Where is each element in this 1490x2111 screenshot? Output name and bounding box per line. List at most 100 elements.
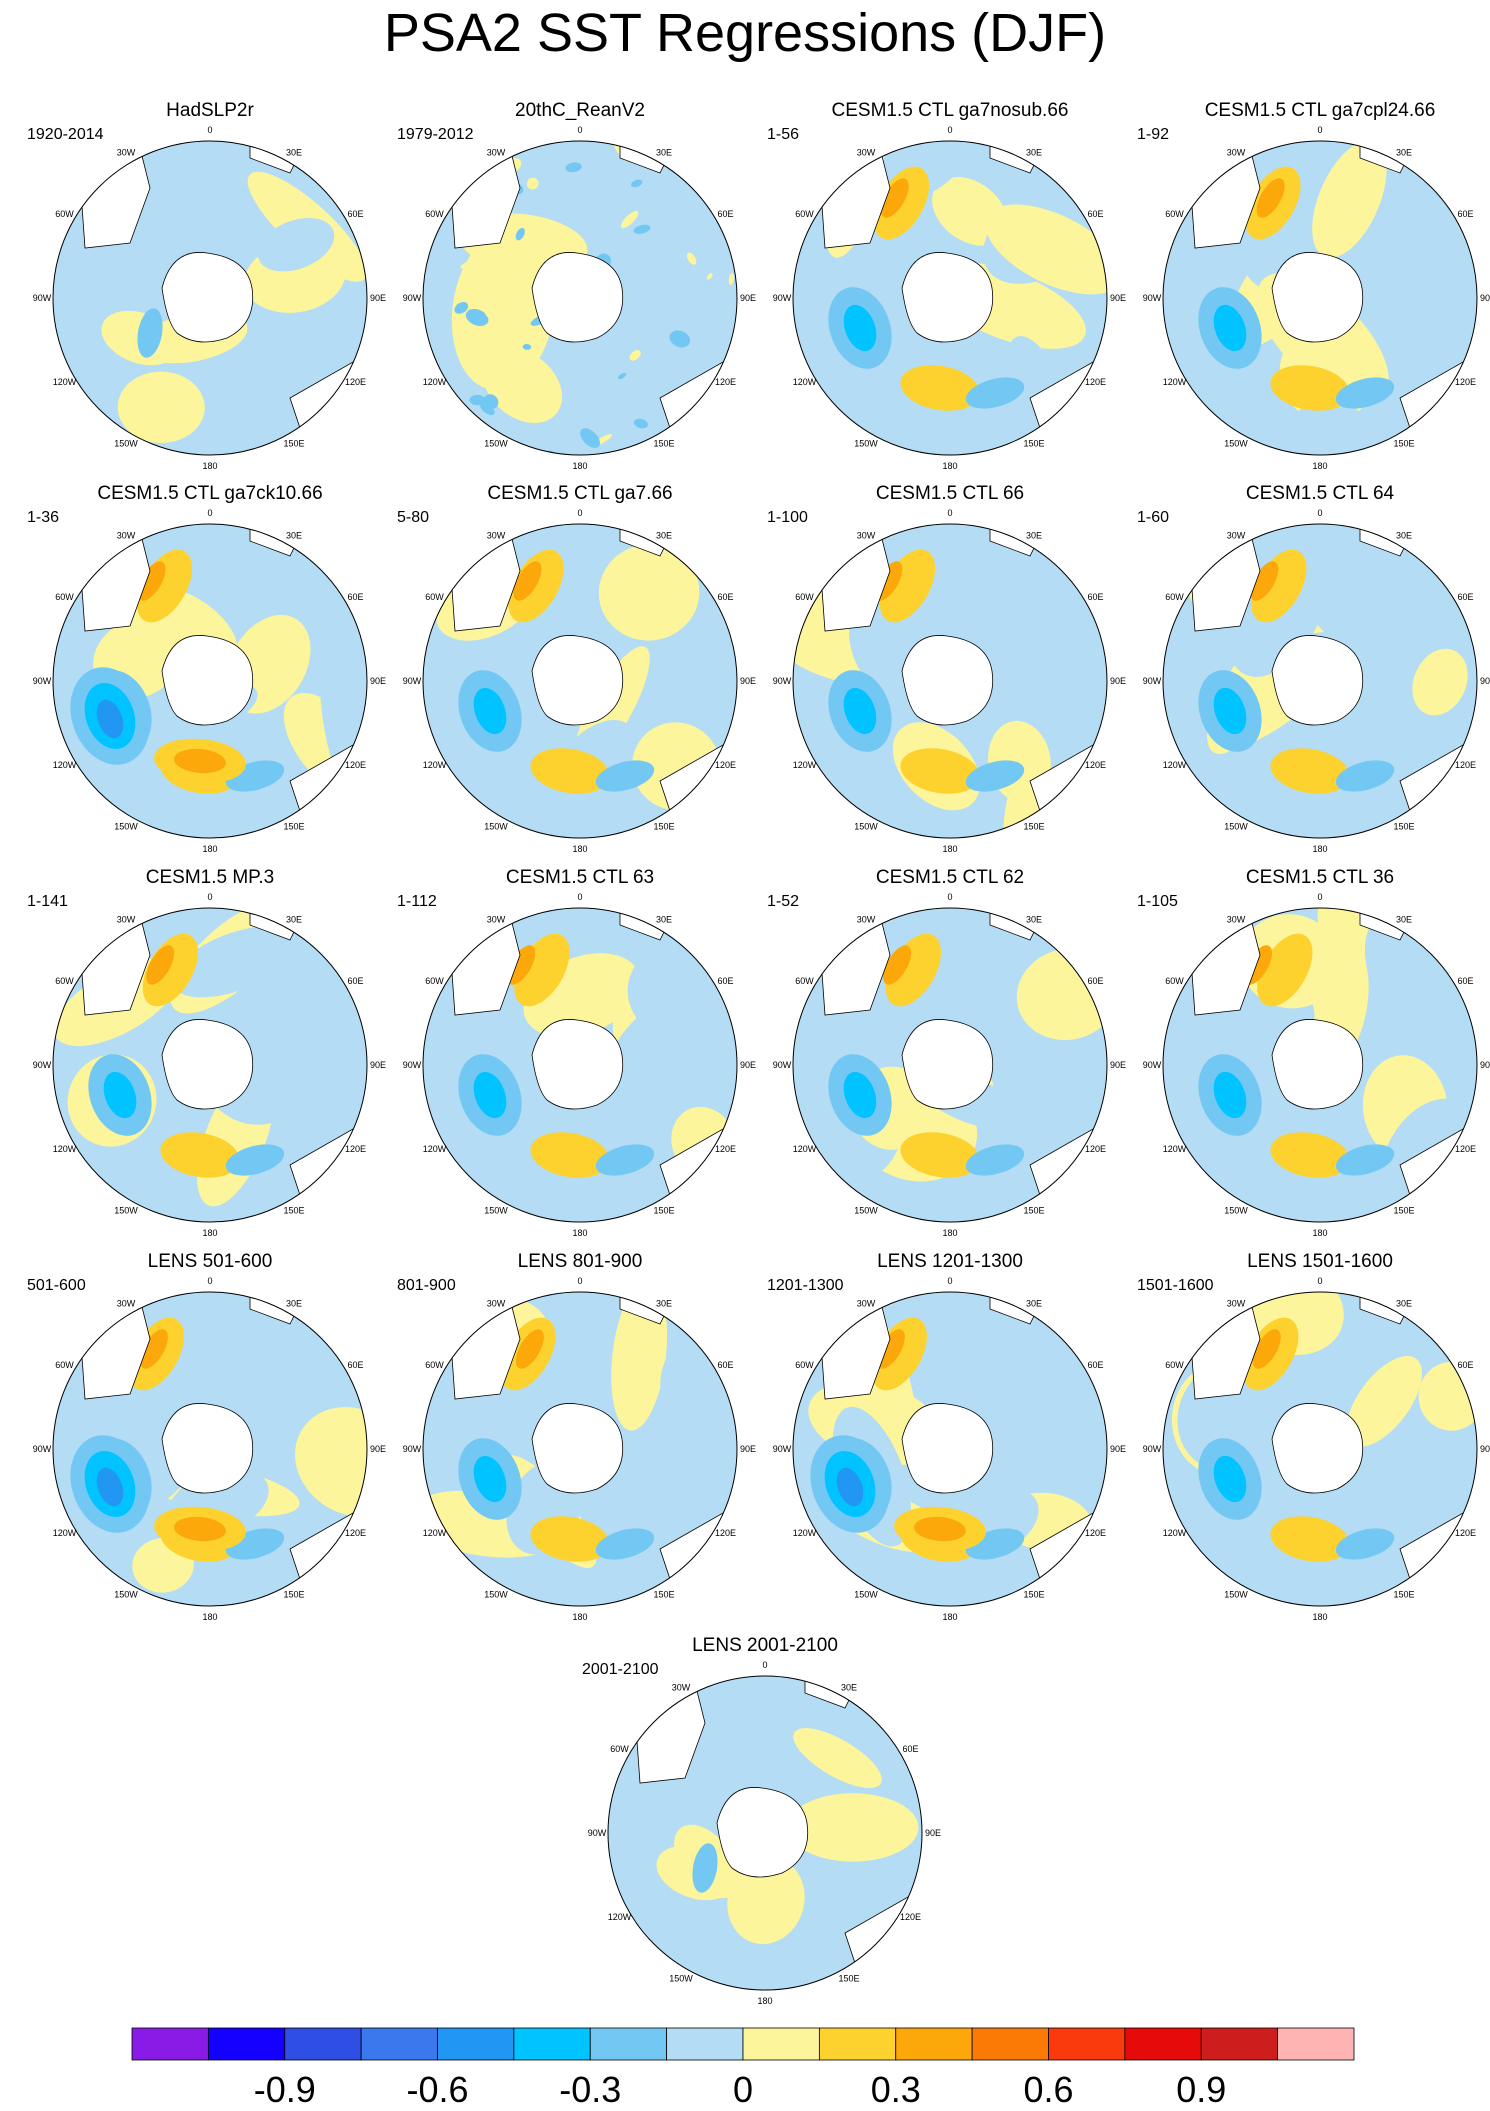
longitude-label: 30W — [857, 148, 876, 158]
longitude-label: 150E — [1023, 1589, 1044, 1599]
longitude-label: 30E — [656, 531, 672, 541]
longitude-label: 30E — [841, 1683, 857, 1693]
polar-map: 0 30E 60E 90E 120E 150E 180 150W 120W 90W 60W 30W — [773, 508, 1126, 853]
longitude-label: 120E — [345, 1528, 366, 1538]
colorbar-swatch — [895, 2027, 973, 2061]
longitude-label: 180 — [942, 1228, 957, 1237]
longitude-label: 90E — [1480, 676, 1490, 686]
map-panel: 0 30E 60E 90E 120E 150E 180 150W 120W 90W 60W 30W CE… — [765, 867, 1135, 1237]
panel-title: LENS 801-900 — [517, 1251, 643, 1272]
longitude-label: 150W — [1224, 821, 1248, 831]
longitude-label: 120W — [1163, 1144, 1187, 1154]
longitude-label: 90W — [33, 1444, 52, 1454]
map-panel: 0 30E 60E 90E 120E 150E 180 150W 120W 90W 60W 30W LE… — [580, 1635, 950, 2005]
colorbar-swatch — [1200, 2027, 1279, 2061]
longitude-label: 0 — [1317, 508, 1322, 518]
panel-period: 1-141 — [27, 893, 68, 910]
longitude-label: 60W — [1165, 976, 1184, 986]
longitude-label: 180 — [1312, 1228, 1327, 1237]
panel-title: LENS 1501-1600 — [1247, 1251, 1393, 1272]
longitude-label: 90E — [740, 293, 756, 303]
map-panel: 0 30E 60E 90E 120E 150E 180 150W 120W 90W 60W 30W CE… — [765, 483, 1135, 853]
longitude-label: 60E — [1457, 1360, 1473, 1370]
longitude-label: 120W — [793, 1144, 817, 1154]
longitude-label: 30W — [1227, 531, 1246, 541]
longitude-label: 180 — [942, 844, 957, 853]
longitude-label: 0 — [577, 892, 582, 902]
panel-title: CESM1.5 MP.3 — [145, 867, 275, 888]
longitude-label: 0 — [762, 1660, 767, 1670]
longitude-label: 180 — [942, 1612, 957, 1621]
longitude-label: 30E — [656, 1299, 672, 1309]
panel-title: CESM1.5 CTL 63 — [505, 867, 655, 888]
longitude-label: 90W — [33, 1060, 52, 1070]
panel-period: 1-36 — [27, 509, 60, 526]
longitude-label: 150E — [838, 1973, 859, 1983]
longitude-label: 150W — [1224, 1205, 1248, 1215]
longitude-label: 150E — [653, 1589, 674, 1599]
polar-map: 0 30E 60E 90E 120E 150E 180 150W 120W 90W 60W 30W — [1143, 892, 1490, 1237]
longitude-label: 30W — [1227, 915, 1246, 925]
longitude-label: 90E — [740, 676, 756, 686]
longitude-label: 90E — [1110, 293, 1126, 303]
panel-title: LENS 501-600 — [147, 1251, 273, 1272]
longitude-label: 0 — [947, 125, 952, 135]
panel-period: 1-60 — [1137, 509, 1170, 526]
longitude-label: 60E — [1457, 976, 1473, 986]
panel-title: CESM1.5 CTL ga7.66 — [487, 483, 673, 504]
longitude-label: 120E — [715, 1528, 736, 1538]
longitude-label: 30E — [1026, 531, 1042, 541]
panel-title: CESM1.5 CTL ga7cpl24.66 — [1204, 100, 1436, 121]
longitude-label: 60W — [425, 209, 444, 219]
longitude-label: 30W — [117, 915, 136, 925]
colorbar-tick-label: 0.9 — [1176, 2069, 1226, 2110]
longitude-label: 90E — [1110, 1444, 1126, 1454]
longitude-label: 30E — [1026, 148, 1042, 158]
panel-period: 1-100 — [767, 509, 808, 526]
longitude-label: 60W — [425, 592, 444, 602]
polar-map: 0 30E 60E 90E 120E 150E 180 150W 120W 90W 60W 30W — [33, 1276, 386, 1621]
longitude-label: 30W — [857, 1299, 876, 1309]
longitude-label: 60E — [717, 209, 733, 219]
longitude-label: 180 — [202, 461, 217, 470]
map-panel: 0 30E 60E 90E 120E 150E 180 150W 120W 90W 60W 30W Ha… — [25, 100, 395, 470]
longitude-label: 120E — [715, 1144, 736, 1154]
longitude-label: 150W — [669, 1973, 693, 1983]
panel-period: 1501-1600 — [1137, 1277, 1214, 1294]
longitude-label: 90W — [403, 1444, 422, 1454]
longitude-label: 150E — [1393, 1205, 1414, 1215]
longitude-label: 180 — [1312, 844, 1327, 853]
longitude-label: 0 — [577, 125, 582, 135]
longitude-label: 120E — [345, 760, 366, 770]
panel-title: CESM1.5 CTL 64 — [1245, 483, 1395, 504]
polar-map: 0 30E 60E 90E 120E 150E 180 150W 120W 90W 60W 30W — [1143, 125, 1490, 470]
map-panel: 0 30E 60E 90E 120E 150E 180 150W 120W 90W 60W 30W CE… — [25, 483, 395, 853]
colorbar-swatch — [284, 2027, 362, 2061]
longitude-label: 30E — [656, 148, 672, 158]
longitude-label: 30W — [487, 148, 506, 158]
map-panel: 0 30E 60E 90E 120E 150E 180 150W 120W 90W 60W 30W LE… — [765, 1251, 1135, 1621]
longitude-label: 150W — [854, 821, 878, 831]
panel-title: CESM1.5 CTL 62 — [875, 867, 1025, 888]
longitude-label: 120E — [345, 1144, 366, 1154]
longitude-label: 180 — [942, 461, 957, 470]
map-panel: 0 30E 60E 90E 120E 150E 180 150W 120W 90W 60W 30W CE… — [1135, 100, 1490, 470]
polar-map: 0 30E 60E 90E 120E 150E 180 150W 120W 90W 60W 30W — [773, 1276, 1126, 1621]
longitude-label: 0 — [577, 508, 582, 518]
longitude-label: 90E — [1110, 1060, 1126, 1070]
longitude-label: 120W — [53, 1528, 77, 1538]
longitude-label: 60E — [1087, 209, 1103, 219]
longitude-label: 60E — [902, 1744, 918, 1754]
panel-title: CESM1.5 CTL 36 — [1245, 867, 1395, 888]
longitude-label: 60E — [347, 976, 363, 986]
longitude-label: 150W — [854, 1589, 878, 1599]
longitude-label: 60W — [55, 592, 74, 602]
longitude-label: 30W — [117, 1299, 136, 1309]
map-panel: 0 30E 60E 90E 120E 150E 180 150W 120W 90W 60W 30W LE… — [1135, 1251, 1490, 1621]
longitude-label: 90E — [370, 1444, 386, 1454]
longitude-label: 0 — [1317, 125, 1322, 135]
longitude-label: 60W — [55, 1360, 74, 1370]
panel-period: 801-900 — [397, 1277, 456, 1294]
map-panel: 0 30E 60E 90E 120E 150E 180 150W 120W 90W 60W 30W CE… — [395, 483, 765, 853]
longitude-label: 0 — [947, 892, 952, 902]
